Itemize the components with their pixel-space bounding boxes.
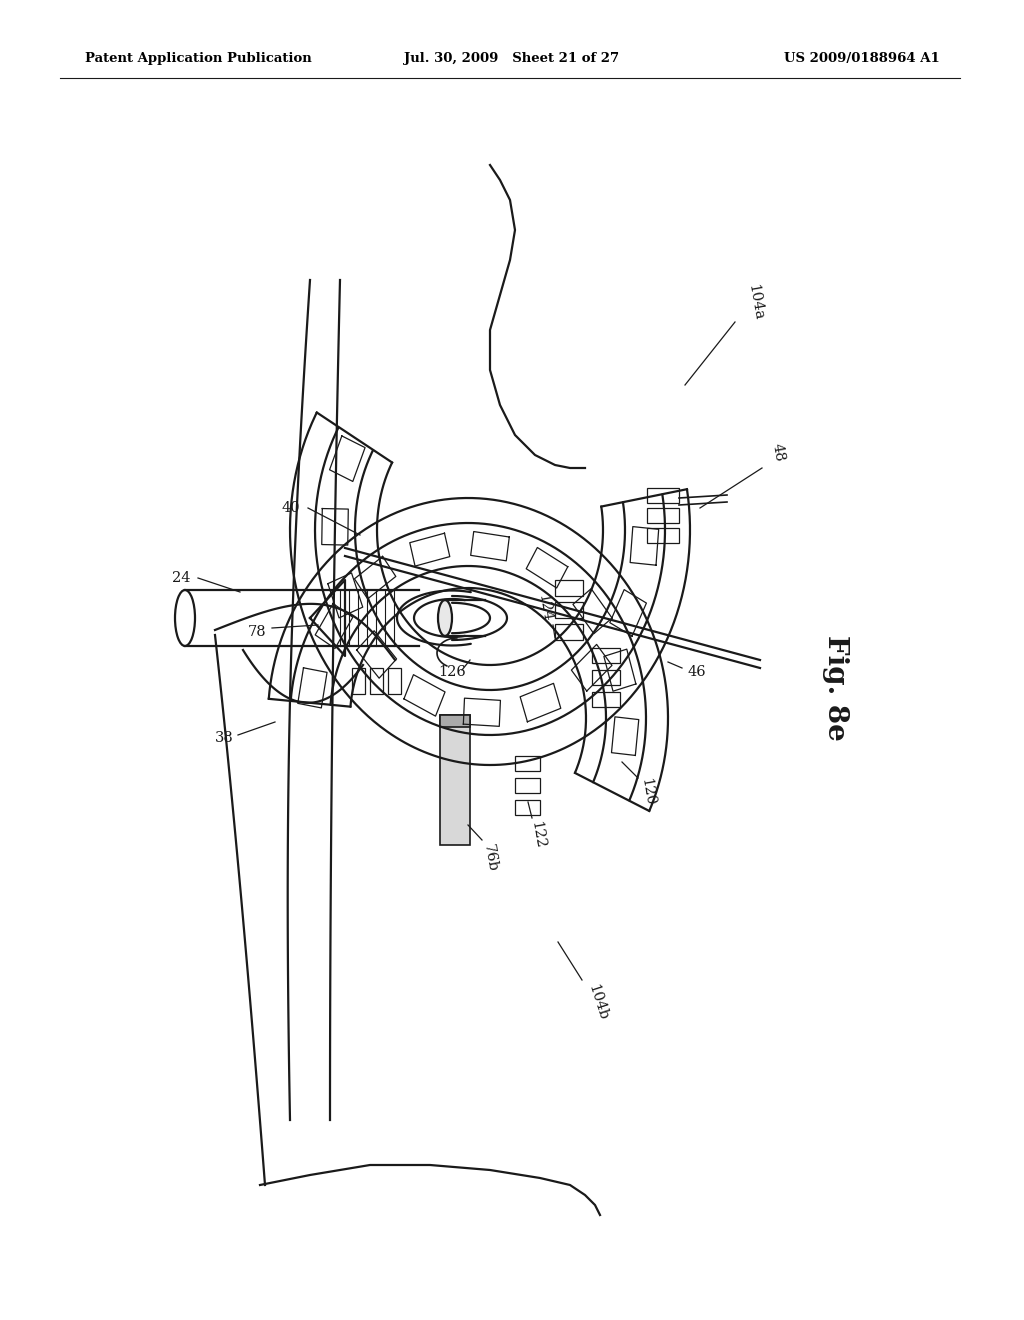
Bar: [515, 756, 540, 771]
Bar: [352, 668, 365, 694]
Text: 78: 78: [248, 624, 266, 639]
Bar: [370, 668, 383, 694]
Text: 104a: 104a: [744, 282, 765, 321]
Text: 120: 120: [639, 777, 657, 807]
Bar: [515, 800, 540, 814]
Text: US 2009/0188964 A1: US 2009/0188964 A1: [784, 51, 940, 65]
Bar: [515, 777, 540, 793]
Text: Patent Application Publication: Patent Application Publication: [85, 51, 311, 65]
Bar: [555, 624, 583, 640]
Text: Fig. 8e: Fig. 8e: [821, 635, 849, 741]
Bar: [647, 488, 679, 503]
Bar: [647, 528, 679, 543]
Bar: [388, 668, 401, 694]
Bar: [440, 715, 470, 845]
Bar: [555, 602, 583, 618]
Text: 122: 122: [528, 820, 547, 850]
Bar: [440, 715, 470, 727]
Text: 76b: 76b: [480, 843, 500, 873]
Bar: [592, 648, 620, 663]
Text: 126: 126: [438, 665, 466, 678]
Text: 48: 48: [769, 442, 786, 462]
Text: 104b: 104b: [586, 982, 610, 1022]
Bar: [555, 579, 583, 597]
Ellipse shape: [438, 601, 452, 636]
Text: 24: 24: [172, 572, 190, 585]
Bar: [592, 692, 620, 708]
Text: 124: 124: [536, 593, 554, 623]
Bar: [647, 508, 679, 523]
Bar: [592, 671, 620, 685]
Text: 38: 38: [215, 731, 233, 744]
Text: 40: 40: [282, 502, 301, 515]
Text: 46: 46: [688, 665, 707, 678]
Text: Jul. 30, 2009   Sheet 21 of 27: Jul. 30, 2009 Sheet 21 of 27: [404, 51, 620, 65]
